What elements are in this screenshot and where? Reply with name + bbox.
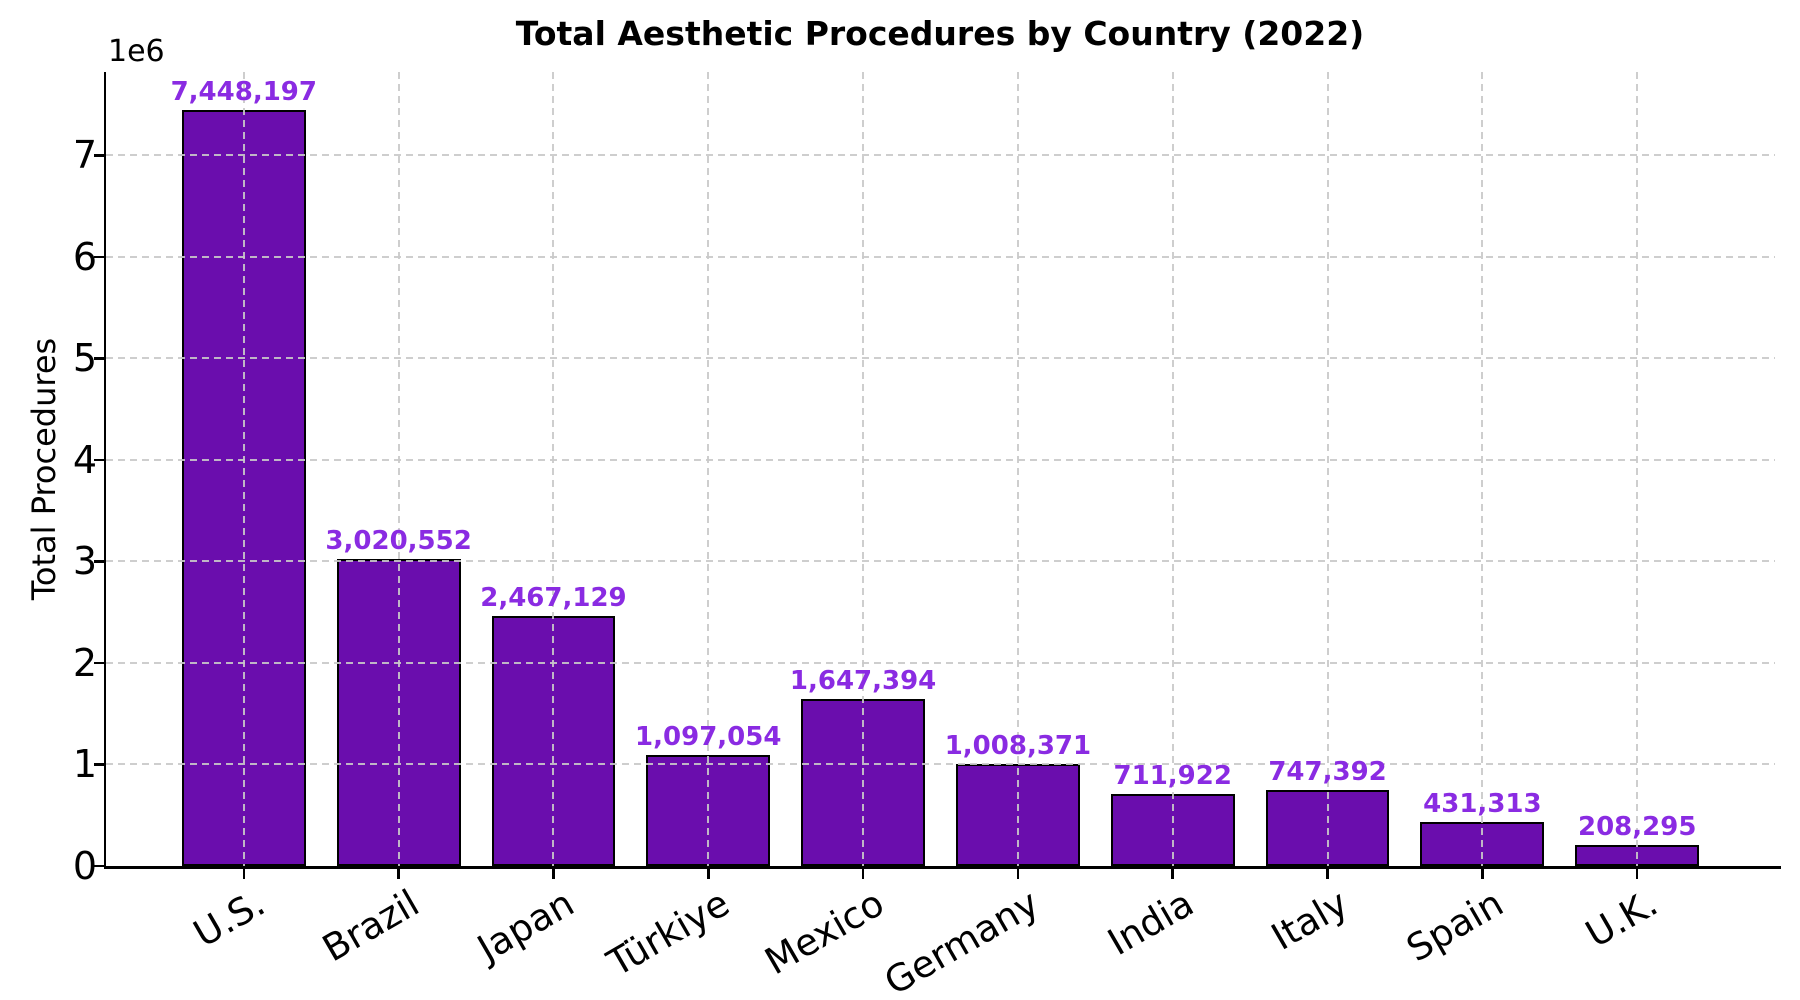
y-tick-mark	[93, 154, 104, 157]
y-tick-mark	[93, 661, 104, 665]
y-tick-mark	[93, 357, 104, 360]
chart-title: Total Aesthetic Procedures by Country (2…	[515, 14, 1365, 53]
gridline-vertical	[1171, 72, 1174, 866]
gridline-horizontal	[106, 357, 1775, 360]
x-tick-mark	[1326, 868, 1329, 879]
bar-value-label: 1,647,394	[789, 665, 937, 696]
y-tick-mark	[93, 763, 104, 766]
x-tick-label-Japan: Japan	[470, 881, 582, 971]
bar-value-label: 2,467,129	[480, 582, 627, 613]
gridline-vertical	[1481, 72, 1484, 866]
gridline-horizontal	[106, 458, 1775, 461]
gridline-vertical	[1016, 72, 1019, 866]
gridline-vertical	[397, 72, 400, 866]
x-tick-mark	[242, 868, 246, 879]
y-tick-label: 0	[72, 844, 97, 888]
gridline-vertical	[707, 72, 710, 866]
y-tick-label: 3	[72, 539, 97, 584]
gridline-vertical	[862, 72, 865, 866]
x-tick-label-U.K.: U.K.	[1578, 881, 1666, 957]
gridline-horizontal	[106, 763, 1775, 766]
y-axis-offset-label: 1e6	[108, 34, 165, 69]
bar-value-label: 747,392	[1268, 757, 1387, 788]
x-tick-label-Brazil: Brazil	[315, 881, 427, 971]
x-tick-mark	[1171, 868, 1174, 879]
y-tick-label: 5	[72, 336, 97, 381]
bar-value-label: 1,008,371	[944, 730, 1092, 761]
gridline-horizontal	[106, 661, 1775, 664]
y-tick-label: 2	[72, 640, 97, 685]
y-tick-label: 6	[72, 234, 97, 279]
x-tick-mark	[1016, 868, 1020, 879]
plot-area	[106, 72, 1775, 866]
y-tick-mark	[93, 560, 104, 563]
bar-value-label: 7,448,197	[170, 76, 317, 107]
x-tick-mark	[861, 868, 865, 879]
x-tick-mark	[1481, 868, 1484, 879]
x-tick-mark	[397, 868, 400, 879]
y-tick-mark	[93, 255, 104, 259]
x-tick-label-Italy: Italy	[1264, 881, 1356, 959]
y-tick-label: 1	[72, 742, 97, 787]
bar-value-label: 711,922	[1113, 760, 1232, 791]
bar-value-label: 431,313	[1423, 789, 1542, 820]
y-tick-label: 7	[72, 133, 97, 178]
bar-value-label: 208,295	[1577, 811, 1697, 842]
gridline-horizontal	[106, 154, 1775, 157]
bar-value-label: 3,020,552	[325, 526, 472, 557]
y-tick-label: 4	[72, 437, 97, 482]
x-tick-label-U.S.: U.S.	[186, 881, 272, 956]
x-tick-mark	[552, 868, 555, 879]
gridline-horizontal	[106, 560, 1775, 563]
gridline-horizontal	[106, 255, 1775, 258]
x-tick-label-Spain: Spain	[1399, 881, 1511, 971]
gridline-vertical	[1326, 72, 1329, 866]
x-tick-label-Mexico: Mexico	[757, 881, 892, 984]
y-axis-spine	[103, 72, 106, 869]
bar-value-label: 1,097,054	[635, 721, 782, 752]
x-axis-spine	[103, 866, 1781, 869]
x-tick-mark	[1635, 868, 1639, 879]
y-tick-mark	[93, 864, 104, 868]
gridline-vertical	[1636, 72, 1639, 866]
gridline-vertical	[552, 72, 555, 866]
y-tick-mark	[93, 458, 104, 462]
x-tick-label-India: India	[1100, 881, 1201, 965]
x-tick-label-Germany: Germany	[877, 881, 1046, 1000]
x-tick-mark	[707, 868, 710, 879]
gridline-vertical	[242, 72, 245, 866]
x-tick-label-Türkiye: Türkiye	[599, 881, 737, 985]
